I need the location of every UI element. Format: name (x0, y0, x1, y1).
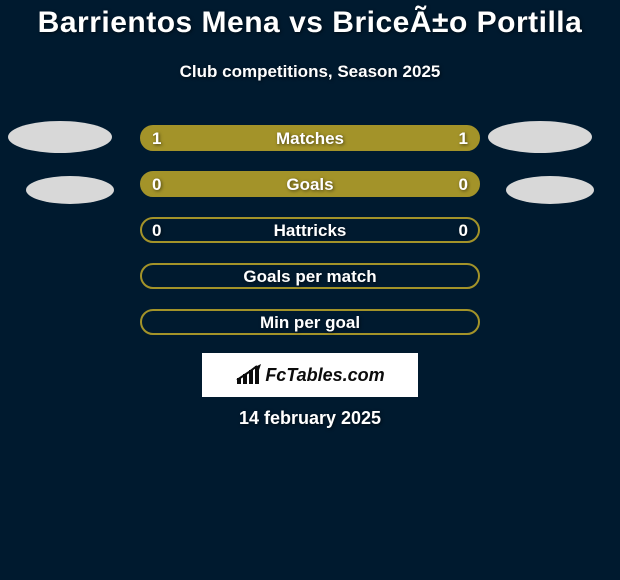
stat-value-right: 0 (459, 175, 468, 195)
stat-label: Matches (140, 129, 480, 149)
right-team-badge-outer (488, 121, 592, 153)
generation-date: 14 february 2025 (0, 408, 620, 429)
stat-label: Hattricks (140, 221, 480, 241)
stat-value-left: 0 (152, 175, 161, 195)
page-subtitle: Club competitions, Season 2025 (0, 62, 620, 82)
stat-label: Min per goal (140, 313, 480, 333)
bar-chart-icon (235, 364, 261, 386)
right-team-badge-inner (506, 176, 594, 204)
stat-value-left: 1 (152, 129, 161, 149)
stat-value-right: 0 (459, 221, 468, 241)
logo-text: FcTables.com (265, 365, 384, 386)
stat-label: Goals per match (140, 267, 480, 287)
stat-label: Goals (140, 175, 480, 195)
fctables-logo: FcTables.com (202, 353, 418, 397)
left-team-badge-outer (8, 121, 112, 153)
left-team-badge-inner (26, 176, 114, 204)
stat-value-right: 1 (459, 129, 468, 149)
comparison-infographic: Barrientos Mena vs BriceÃ±o Portilla Clu… (0, 0, 620, 580)
page-title: Barrientos Mena vs BriceÃ±o Portilla (0, 6, 620, 40)
stat-value-left: 0 (152, 221, 161, 241)
